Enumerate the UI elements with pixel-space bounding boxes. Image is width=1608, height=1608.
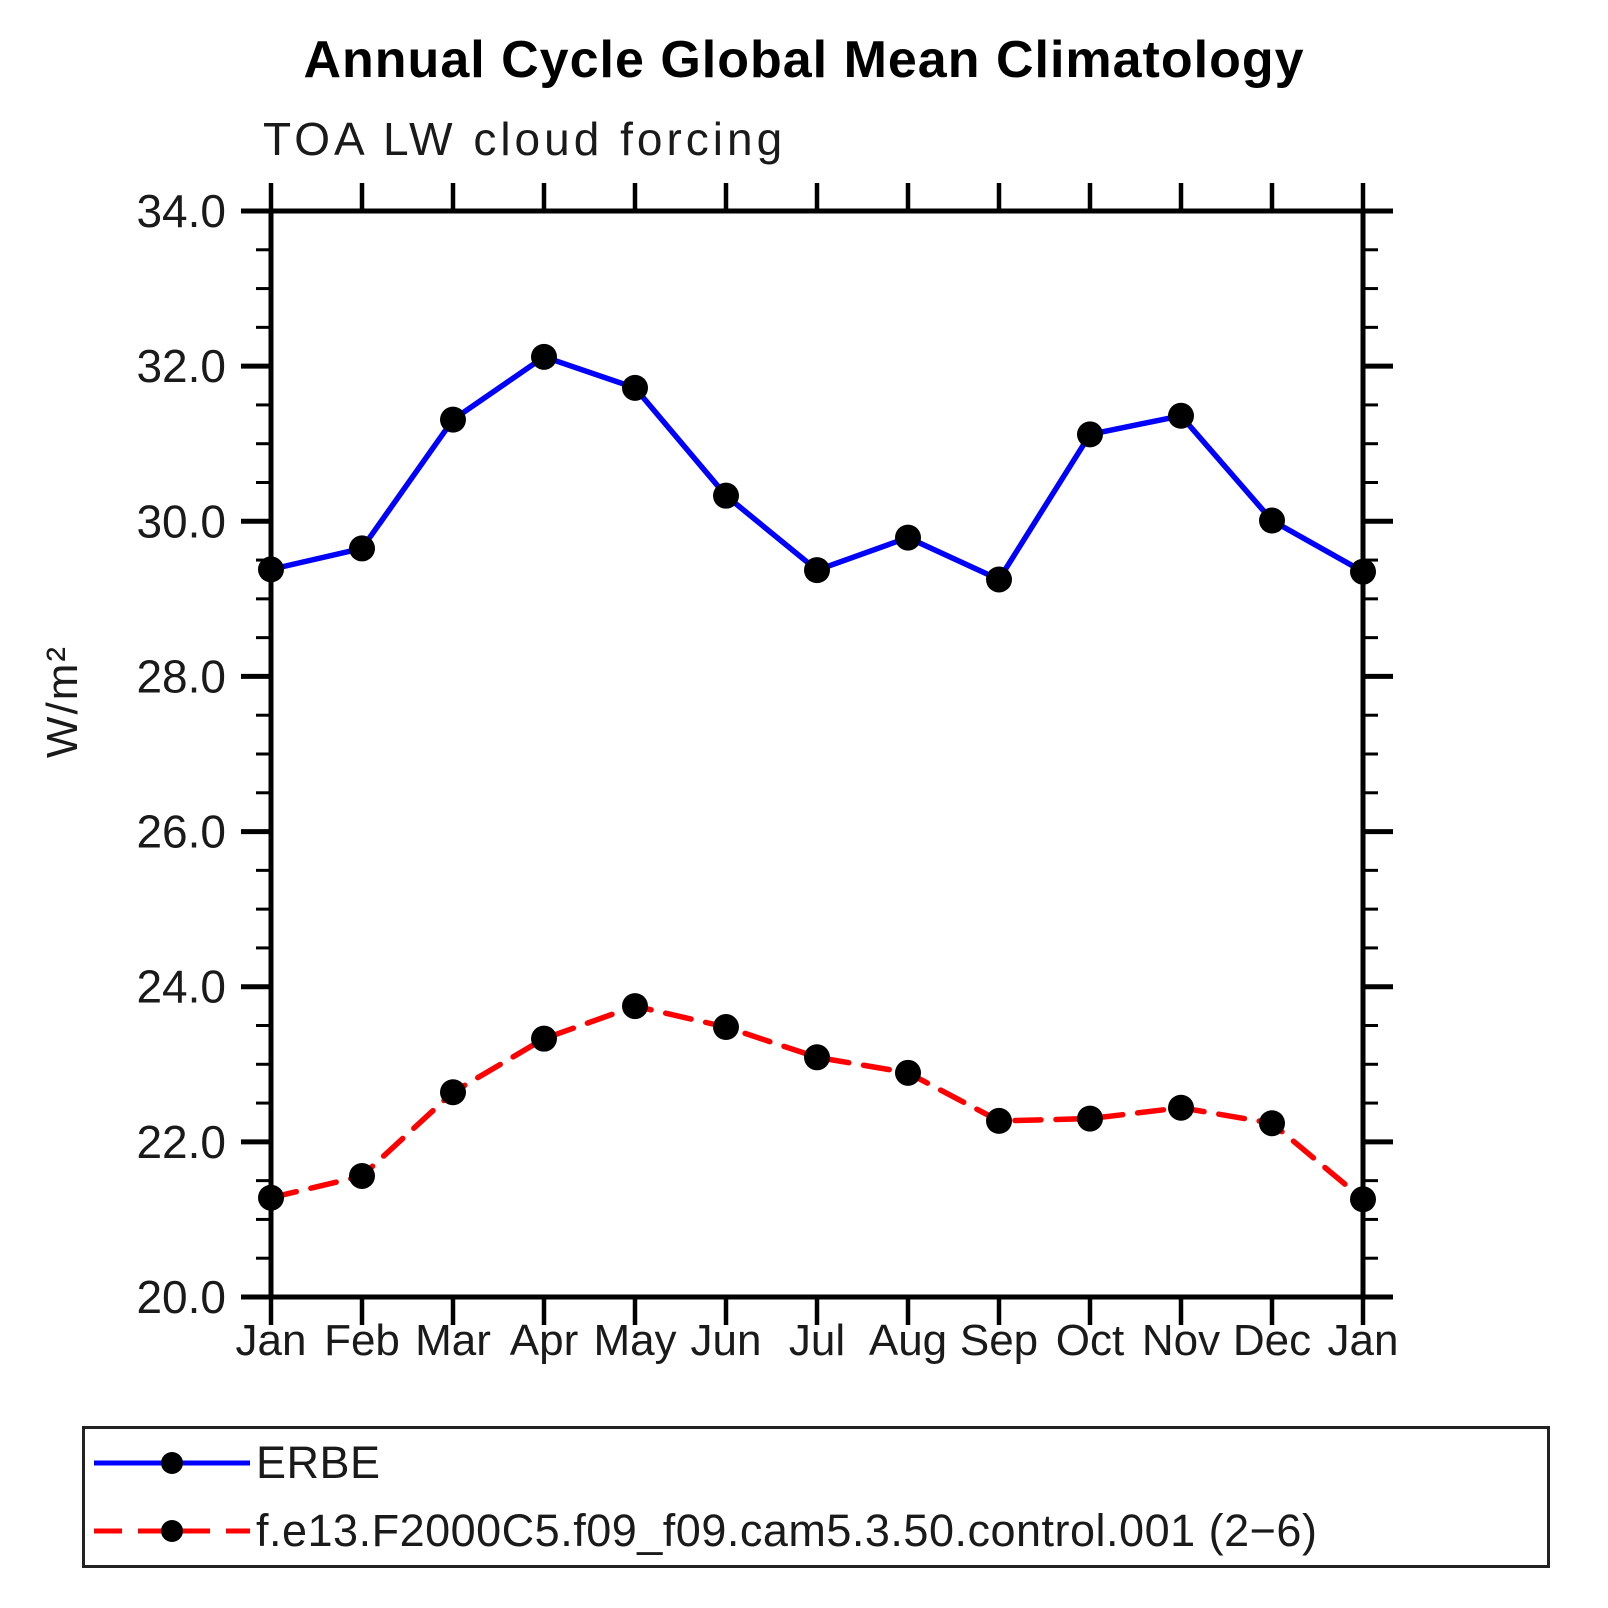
x-tick-label: Jul (789, 1316, 845, 1365)
data-point-marker (622, 374, 648, 401)
data-point-marker (349, 1162, 375, 1189)
data-point-marker (349, 535, 375, 562)
data-point-marker (804, 557, 830, 584)
x-tick-label: Jun (691, 1316, 762, 1365)
plot-frame (268, 208, 1366, 1300)
x-tick-label: Dec (1233, 1316, 1311, 1365)
x-tick-label: Feb (324, 1316, 400, 1365)
x-tick-label: Jan (236, 1316, 307, 1365)
erbe-line (268, 354, 1366, 583)
data-point-marker (531, 343, 557, 370)
data-point-marker (1259, 1110, 1285, 1137)
legend-item-model: f.e13.F2000C5.f09_f09.cam5.3.50.control.… (90, 1501, 1547, 1561)
x-tick-label: Jan (1328, 1316, 1399, 1365)
data-point-marker (895, 1059, 921, 1086)
data-point-marker (531, 1025, 557, 1052)
data-point-marker (804, 1044, 830, 1071)
y-tick-label: 26.0 (136, 806, 226, 858)
x-tick-label: Mar (415, 1316, 491, 1365)
y-tick-label: 24.0 (136, 961, 226, 1013)
data-point-marker (1259, 507, 1285, 534)
y-tick-label: 28.0 (136, 650, 226, 702)
data-point-marker (986, 566, 1012, 593)
data-point-marker (713, 1014, 739, 1041)
legend-label-erbe: ERBE (256, 1437, 381, 1488)
data-point-marker (258, 556, 284, 583)
legend-label-model: f.e13.F2000C5.f09_f09.cam5.3.50.control.… (256, 1505, 1318, 1556)
y-tick-label: 20.0 (136, 1271, 226, 1323)
x-tick-label: Apr (510, 1316, 578, 1365)
x-tick-label: Aug (869, 1316, 947, 1365)
data-point-marker (258, 1184, 284, 1211)
data-point-marker (986, 1107, 1012, 1134)
chart-title: Annual Cycle Global Mean Climatology (303, 31, 1305, 89)
x-tick-label: Oct (1056, 1316, 1124, 1365)
y-tick-label: 32.0 (136, 340, 226, 392)
data-point-marker (440, 1079, 466, 1106)
data-point-marker (622, 993, 648, 1020)
chart-subtitle: TOA LW cloud forcing (263, 113, 787, 165)
y-tick-label: 22.0 (136, 1116, 226, 1168)
y-tick-label: 34.0 (136, 185, 226, 237)
data-point-marker (1077, 1105, 1103, 1132)
data-point-marker (713, 482, 739, 509)
data-point-marker (1077, 421, 1103, 448)
x-tick-label: May (593, 1316, 676, 1365)
y-tick-label: 30.0 (136, 495, 226, 547)
model-line (268, 1003, 1366, 1203)
data-point-marker (895, 524, 921, 551)
data-point-marker (1168, 402, 1194, 429)
data-point-marker (440, 406, 466, 433)
data-point-marker (1168, 1094, 1194, 1121)
data-point-marker (1350, 558, 1376, 585)
legend-model-line-sample (94, 1520, 250, 1542)
data-point-marker (1350, 1186, 1376, 1213)
legend-erbe-line-sample (94, 1452, 250, 1474)
x-tick-label: Sep (960, 1316, 1038, 1365)
legend-box: ERBE f.e13.F2000C5.f09_f09.cam5.3.50.con… (82, 1426, 1550, 1568)
x-tick-label: Nov (1142, 1316, 1220, 1365)
legend-item-erbe: ERBE (90, 1433, 1547, 1493)
